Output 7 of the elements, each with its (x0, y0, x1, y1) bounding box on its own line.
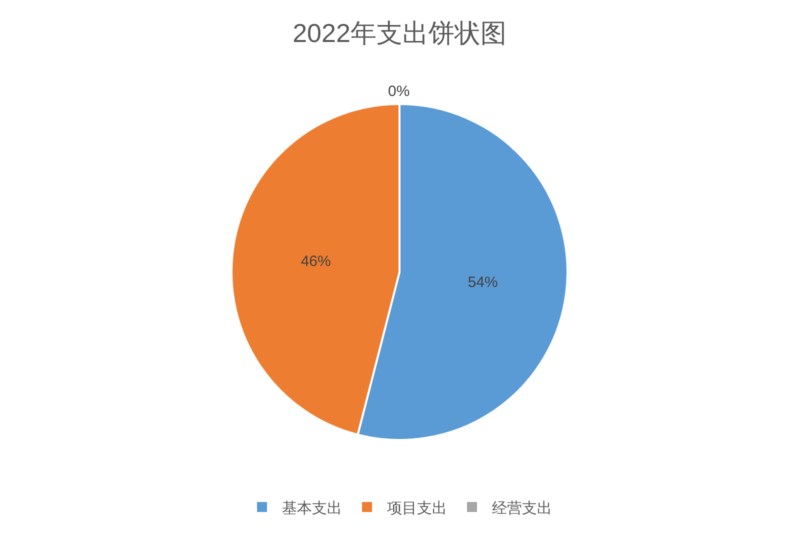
data-label: 54% (468, 274, 498, 292)
legend-label: 基本支出 (282, 500, 342, 517)
legend-label: 项目支出 (387, 500, 447, 517)
data-label: 46% (300, 252, 331, 270)
chart-title: 2022年支出饼状图 (292, 18, 506, 48)
legend-label: 经营支出 (492, 500, 552, 517)
text: 0% (388, 83, 410, 100)
